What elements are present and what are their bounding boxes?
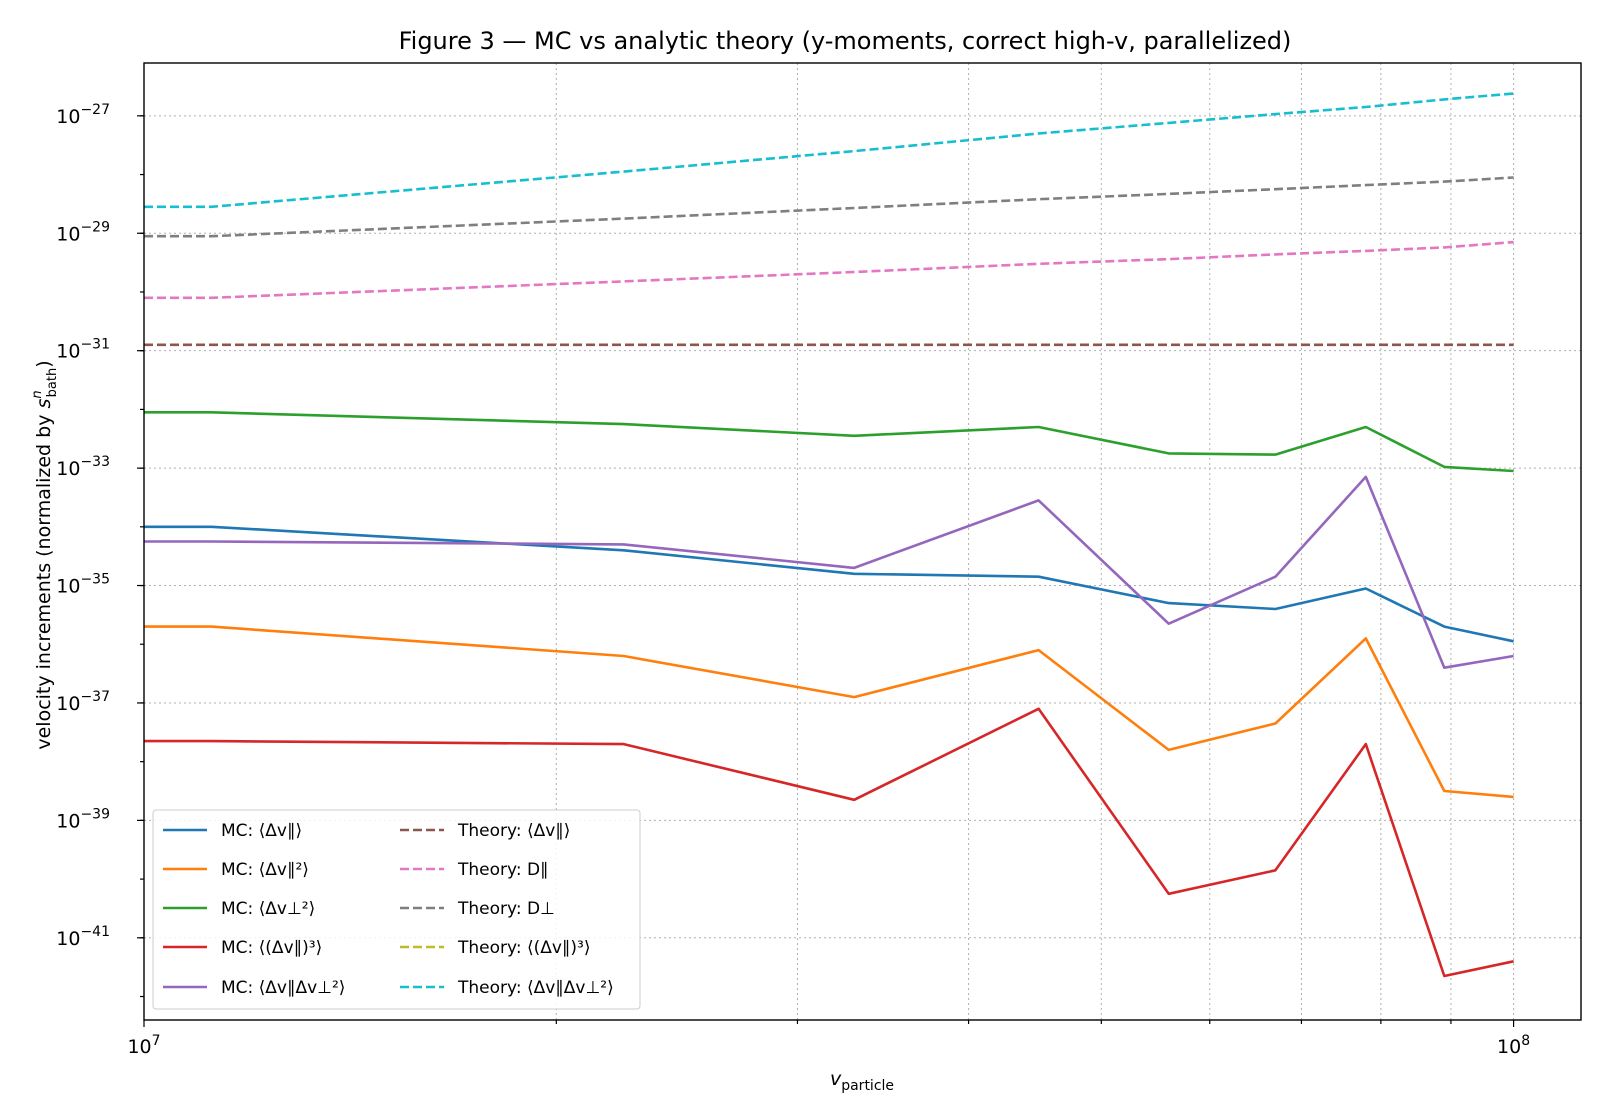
legend-label-2: MC: ⟨Δv⊥²⟩: [221, 899, 315, 919]
y-tick-label: 10−37: [56, 689, 110, 715]
legend-label-0: MC: ⟨Δv∥⟩: [221, 821, 302, 841]
legend-label-4: MC: ⟨Δv∥Δv⊥²⟩: [221, 978, 345, 998]
legend-label-3: MC: ⟨(Δv∥)³⟩: [221, 938, 322, 958]
x-tick-label: 108: [1497, 1033, 1530, 1058]
y-tick-label: 10−27: [56, 102, 110, 128]
y-tick-label: 10−29: [56, 219, 110, 245]
plot-frame: [143, 62, 1582, 1021]
series-line-9: [144, 92, 1514, 209]
series-line-1: [144, 625, 1514, 799]
x-axis-label: vparticle: [830, 1068, 894, 1094]
legend-label-9: Theory: ⟨Δv∥Δv⊥²⟩: [457, 978, 614, 998]
x-tick-label: 107: [127, 1033, 160, 1058]
series-line-6: [144, 240, 1514, 300]
legend: MC: ⟨Δv∥⟩ MC: ⟨Δv∥²⟩ MC: ⟨Δv⊥²⟩ MC: ⟨(Δv∥)³…: [152, 809, 641, 1010]
legend-label-1: MC: ⟨Δv∥²⟩: [221, 860, 309, 880]
series-line-3: [144, 707, 1514, 978]
series-line-4: [144, 475, 1514, 670]
series-line-2: [144, 410, 1514, 473]
y-axis-label: velocity increments (normalized by snbat…: [30, 360, 60, 749]
legend-label-6: Theory: D∥: [457, 860, 549, 880]
y-tick-label: 10−33: [56, 454, 110, 480]
legend-box: [152, 809, 641, 1010]
y-tick-label: 10−41: [56, 924, 110, 950]
series-line-7: [144, 176, 1514, 238]
legend-label-5: Theory: ⟨Δv∥⟩: [457, 821, 570, 841]
series-line-0: [144, 525, 1514, 643]
y-tick-label: 10−31: [56, 337, 110, 363]
legend-label-8: Theory: ⟨(Δv∥)³⟩: [457, 938, 591, 958]
series-layer: [144, 92, 1514, 978]
chart-title: Figure 3 — MC vs analytic theory (y-mome…: [399, 27, 1292, 55]
legend-label-7: Theory: D⊥: [457, 899, 555, 919]
y-tick-label: 10−35: [56, 572, 110, 598]
tick-layer: 107 108 10−27 10−29 10−31 10−33 10−35 10−37 10−3…: [56, 102, 1530, 1058]
y-tick-label: 10−39: [56, 806, 110, 832]
